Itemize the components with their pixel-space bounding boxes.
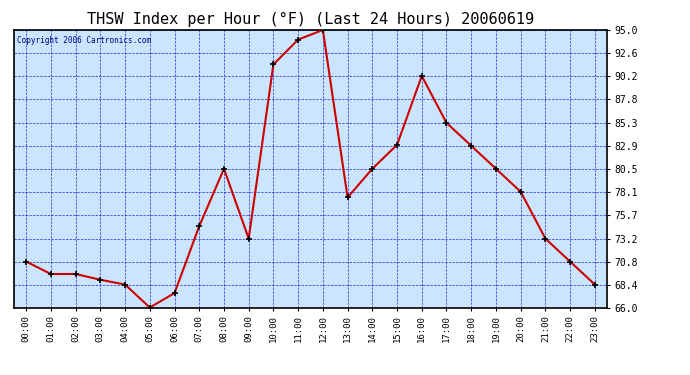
Title: THSW Index per Hour (°F) (Last 24 Hours) 20060619: THSW Index per Hour (°F) (Last 24 Hours)… <box>87 12 534 27</box>
Text: Copyright 2006 Cartronics.com: Copyright 2006 Cartronics.com <box>17 36 151 45</box>
